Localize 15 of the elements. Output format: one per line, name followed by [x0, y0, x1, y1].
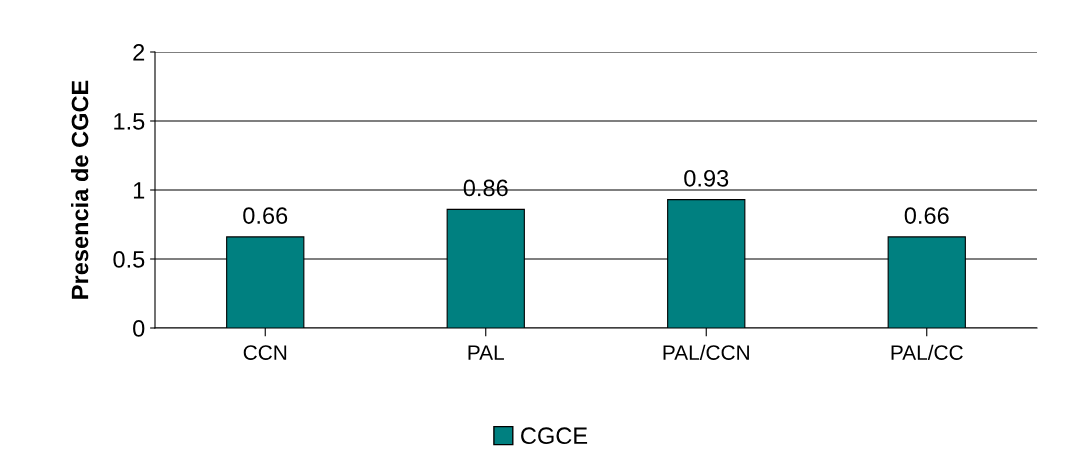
data-label: 0.86	[463, 179, 508, 197]
y-tick-label: 1	[133, 182, 145, 199]
x-tick-label: PAL/CCN	[663, 344, 749, 360]
y-tick-label: 1.5	[114, 113, 145, 130]
data-label: 0.66	[243, 207, 288, 224]
y-tick-label: 0.5	[113, 251, 145, 268]
x-tick-label: PAL/CC	[891, 344, 963, 360]
x-tick-label: PAL	[468, 345, 504, 360]
y-axis-title: Presencia de CGCE	[71, 80, 89, 299]
data-label: 0.66	[904, 207, 949, 224]
x-tick-label: CCN	[243, 345, 287, 360]
y-tick-label: 0	[133, 320, 145, 337]
data-label: 0.93	[684, 169, 729, 187]
legend-label: CGCE	[521, 427, 588, 445]
y-tick-label: 2	[133, 44, 145, 61]
